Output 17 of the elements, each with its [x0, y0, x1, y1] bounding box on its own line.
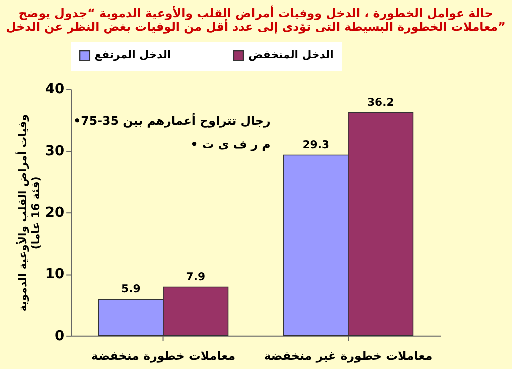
y-axis-title: وفيات أمراض القلب والأوعية الدموية (فئة 16 عاما)	[16, 114, 42, 312]
x-tick-label: معاملات خطورة منخفضة	[91, 349, 236, 364]
data-label: 7.9	[186, 270, 206, 284]
chart-title: حالة عوامل الخطورة ، الدخل ووفيات أمراض القلب والأوعية الدموية “جدول يوضح معاملات الخطورة البسيطة التى تؤدى إلى عدد أقل من الوفيات بغض النظر عن الدخل”	[6, 5, 506, 34]
y-tick-label: 40	[45, 82, 65, 98]
y-tick-label: 30	[45, 143, 65, 160]
y-tick-label: 20	[45, 205, 65, 222]
legend-label: الدخل المنخفض	[248, 48, 334, 62]
data-label: 5.9	[122, 282, 141, 296]
legend-label: الدخل المرتفع	[94, 48, 172, 62]
annotation: •رجال تتراوح أعمارهم بين 35-75	[74, 112, 271, 128]
x-tick-label: معاملات خطورة غير منخفضة	[264, 349, 433, 364]
data-label: 29.3	[302, 138, 330, 152]
y-tick-label: 0	[55, 328, 65, 344]
y-tick-label: 10	[45, 266, 65, 283]
annotation: • م ر ف ى ت	[190, 137, 271, 152]
data-label: 36.2	[367, 96, 394, 109]
